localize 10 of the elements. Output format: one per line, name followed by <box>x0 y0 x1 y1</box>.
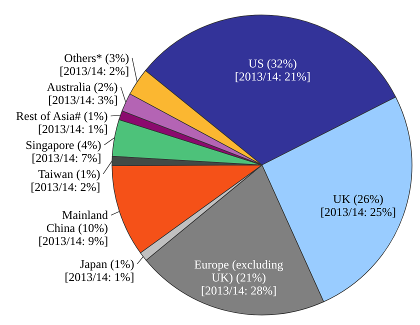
slice-label: Taiwan (1%) [2013/14: 2%] <box>30 166 100 194</box>
slice-label: Singapore (4%) [2013/14: 7%] <box>26 138 102 165</box>
slice-label: Australia (2%) [2013/14: 3%] <box>46 80 118 107</box>
slice-label: Rest of Asia# (1%) [2013/14: 1%] <box>16 108 108 136</box>
slice-label: US (32%) [2013/14: 21%] <box>234 56 311 84</box>
slice-label: Europe (excluding UK) (21%) [2013/14: 28%] <box>194 257 284 298</box>
slice-label: Others* (3%) [2013/14: 2%] <box>59 50 130 78</box>
slice-label: Japan (1%) [2013/14: 1%] <box>64 256 134 284</box>
slice-label: UK (26%) [2013/14: 25%] <box>320 192 396 219</box>
slice-label: Mainland China (10%) [2013/14: 9%] <box>38 208 108 248</box>
